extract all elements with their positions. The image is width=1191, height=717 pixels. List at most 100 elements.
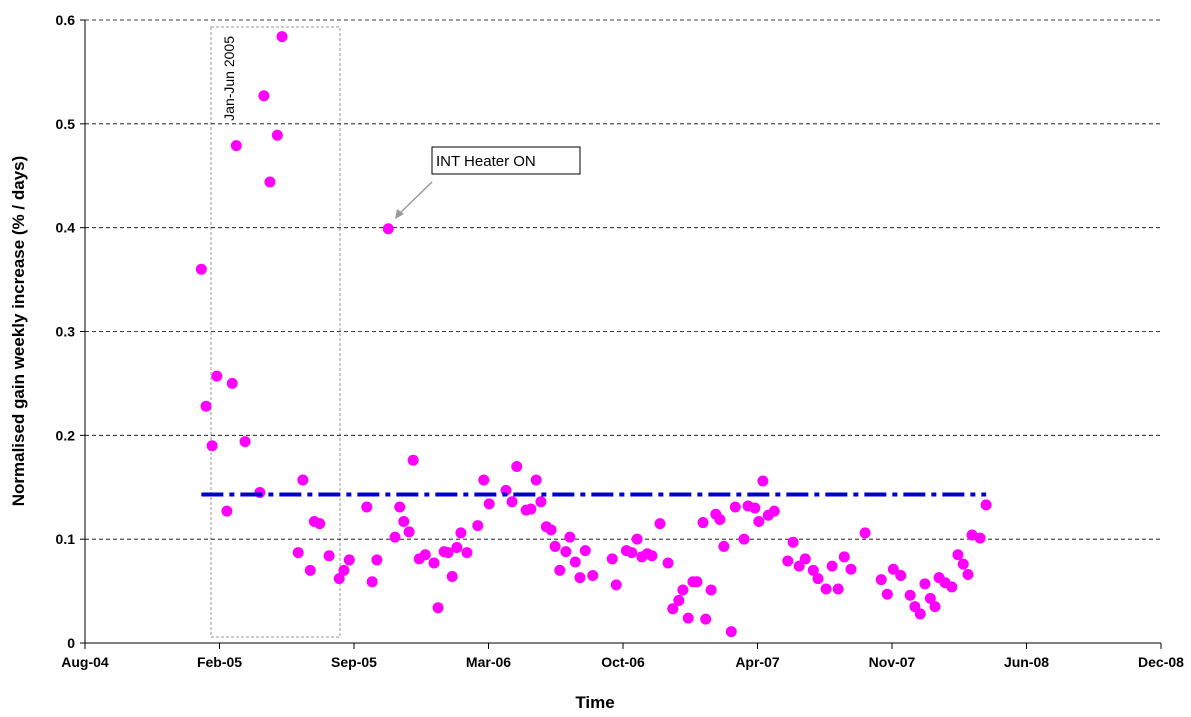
period-box [210,26,341,638]
point [924,592,936,604]
point [314,518,326,530]
y-tick-label: 0.6 [56,12,76,28]
x-tick-label: Feb-05 [197,654,242,670]
point [782,555,794,567]
x-tick-label: Oct-06 [601,654,645,670]
point [673,594,685,606]
point [323,550,335,562]
point [525,503,537,515]
point [587,570,599,582]
point [757,475,769,487]
point [333,573,345,585]
x-tick-label: Jun-08 [1004,654,1049,670]
x-axis-label: Time [575,693,614,712]
point [455,527,467,539]
point [962,568,974,580]
point [807,564,819,576]
point [343,554,355,566]
point [483,498,495,510]
point [221,505,233,517]
point [914,608,926,620]
point [904,589,916,601]
point [361,501,373,513]
point [206,440,218,452]
point [725,626,737,638]
point [929,601,941,613]
point [812,573,824,585]
point [859,527,871,539]
point [461,547,473,559]
point [530,474,542,486]
point [419,549,431,561]
point [887,563,899,575]
y-axis-label: Normalised gain weekly increase (% / day… [9,156,28,507]
point [292,547,304,559]
point [654,518,666,530]
point [442,547,454,559]
point [691,576,703,588]
point [820,583,832,595]
x-tick-label: Dec-08 [1138,654,1184,670]
point [569,556,581,568]
point [446,571,458,583]
point [195,263,207,275]
point [579,545,591,557]
point [845,563,857,575]
point [371,554,383,566]
point [718,540,730,552]
y-tick-label: 0.1 [56,531,76,547]
point [230,140,242,152]
x-tick-label: Nov-07 [869,654,916,670]
point [895,570,907,582]
y-tick-label: 0.5 [56,116,76,132]
point [826,560,838,572]
point [478,474,490,486]
point [881,588,893,600]
annotation-arrow [397,181,433,216]
point [560,546,572,558]
point [768,505,780,517]
point [793,560,805,572]
point [211,370,223,382]
x-tick-label: Aug-04 [61,654,109,670]
point [549,540,561,552]
point [428,557,440,569]
point [957,558,969,570]
point [697,517,709,529]
point [226,377,238,389]
point [297,474,309,486]
point [714,513,726,525]
point [304,564,316,576]
y-tick-label: 0.4 [56,220,76,236]
annotation-box [431,146,581,175]
point [407,454,419,466]
point [729,501,741,513]
point [574,572,586,584]
point [705,584,717,596]
point [511,460,523,472]
point [271,129,283,141]
point [980,499,992,511]
point [258,90,270,102]
point [264,176,276,188]
point [394,501,406,513]
point [919,578,931,590]
annotation-arrowhead [395,209,404,219]
point [631,533,643,545]
y-tick-label: 0 [67,635,75,651]
point [403,526,415,538]
period-label: Jan-Jun 2005 [221,36,237,121]
point [606,553,618,565]
point [451,541,463,553]
point [545,524,557,536]
x-tick-label: Apr-07 [735,654,780,670]
point [799,553,811,565]
point [946,581,958,593]
point [382,223,394,235]
point [753,516,765,528]
point [535,496,547,508]
point [838,551,850,563]
annotation-label: INT Heater ON [436,153,536,170]
